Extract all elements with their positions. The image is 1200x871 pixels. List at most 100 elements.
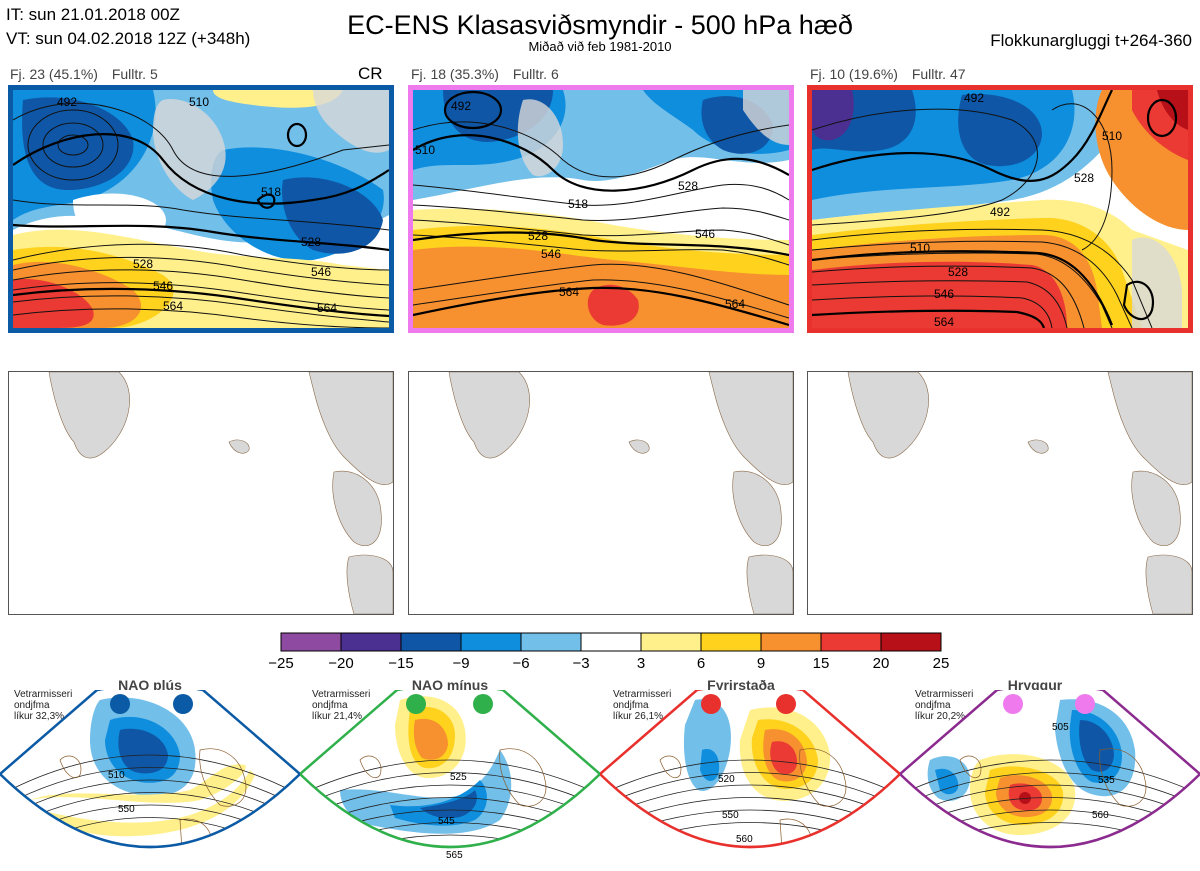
regime-4-map: 505 535 560 xyxy=(900,690,1200,871)
cluster-1-contour-label: 528 xyxy=(133,257,153,271)
cluster-2-contour-label: 528 xyxy=(678,179,698,193)
regime-2-contour-label: 565 xyxy=(446,850,463,861)
regime-4-marker-left xyxy=(1003,694,1023,714)
cluster-3-background-map xyxy=(807,371,1193,615)
regime-2-marker-right xyxy=(473,694,493,714)
anomaly-colorbar xyxy=(280,632,942,652)
cluster-1-contour-label: 492 xyxy=(57,95,77,109)
cluster-1-contour-label: 564 xyxy=(163,299,183,313)
page-title: EC-ENS Klasasviðsmyndir - 500 hPa hæð xyxy=(347,10,853,40)
cluster-1-map: 492 510 518 528 546 564 528 546 564 xyxy=(8,85,394,333)
colorbar-swatch xyxy=(820,632,882,652)
cluster-3-contour-label: 510 xyxy=(1102,129,1122,143)
cluster-1-background-map xyxy=(8,371,394,615)
cluster-1-tag: CR xyxy=(358,64,383,83)
regime-1-title: NAO plús xyxy=(118,677,182,693)
regime-1-contour-label: 510 xyxy=(108,770,125,781)
cluster-1-count: Fj. 23 (45.1%) xyxy=(10,66,98,82)
regime-2-note: Vetrarmisseri ondjfma líkur 21,4% xyxy=(312,689,371,722)
regime-2-marker-left xyxy=(406,694,426,714)
cluster-2-count: Fj. 18 (35.3%) xyxy=(411,66,499,82)
colorbar-swatch xyxy=(340,632,402,652)
colorbar-tick-label: −15 xyxy=(388,655,414,672)
regime-3-map: 520 550 560 xyxy=(600,690,900,871)
cluster-2-header: Fj. 18 (35.3%) Fulltr. 6 xyxy=(411,66,569,82)
colorbar-tick-label: −9 xyxy=(452,655,470,672)
cluster-3-map: 492 510 528 546 564 528 510 492 xyxy=(807,85,1193,333)
cluster-1-header: Fj. 23 (45.1%) Fulltr. 5 xyxy=(10,66,168,82)
cluster-1-contour-label: 546 xyxy=(153,279,173,293)
colorbar-tick-label: −20 xyxy=(328,655,354,672)
cluster-1-contour-label: 564 xyxy=(317,301,337,315)
regime-3-title: Fyrirstaða xyxy=(707,677,775,693)
cluster-3-contour-label: 564 xyxy=(934,315,954,328)
cluster-3-contour-label: 510 xyxy=(910,241,930,255)
cluster-1-contour-label: 528 xyxy=(301,235,321,249)
cluster-2-contour-label: 564 xyxy=(725,297,745,311)
colorbar-swatch xyxy=(400,632,462,652)
cluster-2-contour-label: 492 xyxy=(451,99,471,113)
cluster-3-header: Fj. 10 (19.6%) Fulltr. 47 xyxy=(810,66,976,82)
colorbar-tick-label: −25 xyxy=(268,655,294,672)
cluster-1-control: Fulltr. 5 xyxy=(111,66,158,82)
colorbar-tick-label: 9 xyxy=(756,655,766,672)
cluster-2-contour-label: 546 xyxy=(695,227,715,241)
regime-4-contour-label: 535 xyxy=(1098,775,1115,786)
regime-1-marker-left xyxy=(110,694,130,714)
regime-3-contour-label: 520 xyxy=(718,774,735,785)
colorbar-swatch xyxy=(580,632,642,652)
cluster-1-contour-label: 510 xyxy=(189,95,209,109)
colorbar-swatch xyxy=(520,632,582,652)
cluster-3-contour-label: 492 xyxy=(990,205,1010,219)
cluster-2-contour-label: 528 xyxy=(528,229,548,243)
colorbar-tick-label: 20 xyxy=(872,655,890,672)
regime-2-title: NAO mínus xyxy=(411,677,489,693)
cluster-3-contour-label: 528 xyxy=(1074,171,1094,185)
cluster-2-map: 492 510 518 528 546 564 528 546 564 xyxy=(408,85,794,333)
cluster-2-contour-label: 546 xyxy=(541,247,561,261)
colorbar-swatch xyxy=(640,632,702,652)
cluster-2-contour-label: 518 xyxy=(568,197,588,211)
colorbar-tick-label: 15 xyxy=(812,655,830,672)
regime-3-contour-label: 560 xyxy=(736,834,753,845)
colorbar-swatch xyxy=(700,632,762,652)
page-subtitle: Miðað við feb 1981-2010 xyxy=(528,39,672,54)
regime-1-contour-label: 550 xyxy=(118,804,135,815)
regime-2-contour-label: 545 xyxy=(438,816,455,827)
regime-3-marker-left xyxy=(701,694,721,714)
regime-4-note: Vetrarmisseri ondjfma líkur 20,2% xyxy=(915,689,974,722)
colorbar-tick-label: 6 xyxy=(696,655,706,672)
colorbar-swatch xyxy=(760,632,822,652)
colorbar-tick-label: −6 xyxy=(512,655,530,672)
cluster-3-contour-label: 528 xyxy=(948,265,968,279)
regime-4-marker-right xyxy=(1075,694,1095,714)
regime-1-map: 510 550 xyxy=(0,690,300,871)
regime-2-map: 525 545 565 xyxy=(300,690,600,871)
regime-1-marker-right xyxy=(173,694,193,714)
cluster-3-contour-label: 546 xyxy=(934,287,954,301)
cluster-2-control: Fulltr. 6 xyxy=(512,66,559,82)
regime-4-contour-label: 560 xyxy=(1092,810,1109,821)
classification-window: Flokkunargluggi t+264-360 xyxy=(990,31,1192,50)
cluster-1-contour-label: 546 xyxy=(311,265,331,279)
colorbar-swatch xyxy=(280,632,342,652)
cluster-3-contour-label: 492 xyxy=(964,91,984,105)
cluster-3-control: Fulltr. 47 xyxy=(911,66,966,82)
colorbar-tick-label: −3 xyxy=(572,655,590,672)
cluster-1-contour-label: 518 xyxy=(261,185,281,199)
regime-3-contour-label: 550 xyxy=(722,810,739,821)
colorbar-tick-label: 25 xyxy=(932,655,950,672)
initial-time: IT: sun 21.01.2018 00Z xyxy=(6,5,180,24)
regime-3-marker-right xyxy=(776,694,796,714)
cluster-3-count: Fj. 10 (19.6%) xyxy=(810,66,898,82)
regime-4-contour-label: 505 xyxy=(1052,722,1069,733)
valid-time: VT: sun 04.02.2018 12Z (+348h) xyxy=(6,29,251,48)
colorbar-tick-label: 3 xyxy=(636,655,646,672)
regime-2-contour-label: 525 xyxy=(450,772,467,783)
cluster-2-contour-label: 510 xyxy=(415,143,435,157)
colorbar-swatch xyxy=(460,632,522,652)
regime-4-title: Hryggur xyxy=(1007,677,1063,693)
regime-1-note: Vetrarmisseri ondjfma líkur 32,3% xyxy=(14,689,73,722)
colorbar-swatch xyxy=(880,632,942,652)
regime-3-note: Vetrarmisseri ondjfma líkur 26,1% xyxy=(613,689,672,722)
